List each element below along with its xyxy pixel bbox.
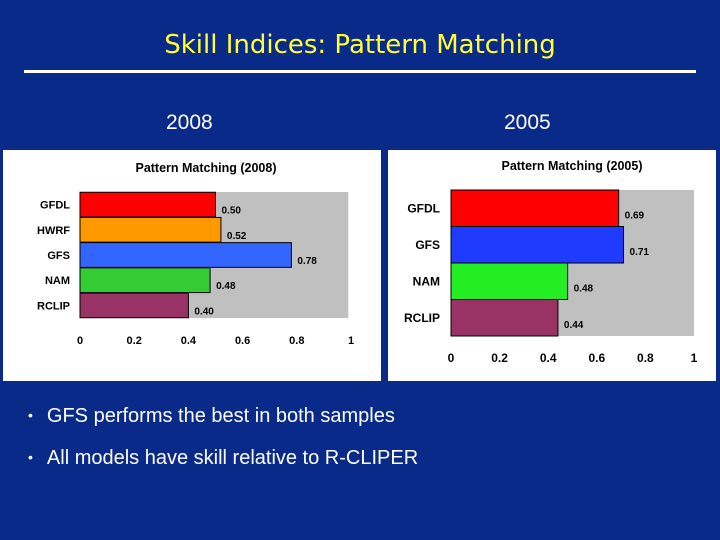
category-label: GFS <box>415 238 440 252</box>
category-label: GFS <box>47 250 70 262</box>
category-label: GFDL <box>407 202 440 216</box>
data-label: 0.48 <box>216 281 236 292</box>
x-tick-label: 0.8 <box>637 351 654 365</box>
bar-nam <box>79 267 211 294</box>
x-tick-label: 0.6 <box>588 351 605 365</box>
bullet-item: • GFS performs the best in both samples <box>28 405 418 428</box>
data-label: 0.48 <box>574 284 594 295</box>
category-label: RCLIP <box>37 300 70 312</box>
bullet-dot-icon: • <box>28 449 33 465</box>
bar-gfdl <box>79 191 216 218</box>
bullet-item: • All models have skill relative to R-CLI… <box>28 447 418 470</box>
category-label: NAM <box>413 275 440 289</box>
title-rule <box>24 70 696 73</box>
category-label: HWRF <box>37 225 70 237</box>
data-label: 0.71 <box>630 247 650 258</box>
chart-title: Pattern Matching (2005) <box>501 159 642 173</box>
x-tick-label: 0.2 <box>491 351 508 365</box>
x-tick-label: 1 <box>691 351 698 365</box>
data-label: 0.69 <box>625 211 645 222</box>
category-label: NAM <box>45 275 70 287</box>
x-tick-label: 0.6 <box>235 335 250 347</box>
data-label: 0.40 <box>194 306 214 317</box>
x-tick-label: 1 <box>348 335 354 347</box>
category-label: GFDL <box>40 200 70 212</box>
chart-2008: Pattern Matching (2008) GFDL 0.50 HWRF 0.52… <box>37 161 354 347</box>
bar-gfdl <box>450 189 620 227</box>
x-tick-label: 0 <box>77 335 83 347</box>
bullet-text: GFS performs the best in both samples <box>46 405 395 427</box>
data-label: 0.78 <box>297 256 317 267</box>
label-year-right: 2005 <box>504 111 551 134</box>
category-label: RCLIP <box>404 311 440 325</box>
chart-2005-panel: Pattern Matching (2005) GFDL 0.69 GFS 0.71 N… <box>388 150 716 381</box>
slide-title: Skill Indices: Pattern Matching <box>164 30 556 60</box>
bar-rclip <box>79 292 189 319</box>
bullet-dot-icon: • <box>28 407 33 423</box>
x-tick-label: 0.4 <box>540 351 557 365</box>
x-tick-label: 0.4 <box>181 335 197 347</box>
bar-gfs <box>450 226 625 264</box>
data-label: 0.44 <box>564 320 584 331</box>
chart-2005: Pattern Matching (2005) GFDL 0.69 GFS 0.71 N… <box>404 159 698 365</box>
bullet-text: All models have skill relative to R-CLIP… <box>46 447 419 469</box>
data-label: 0.52 <box>227 231 247 242</box>
x-tick-label: 0.2 <box>127 335 142 347</box>
chart-title: Pattern Matching (2008) <box>135 161 276 175</box>
bullet-list: • GFS performs the best in both samples •… <box>28 405 418 489</box>
bar-hwrf <box>79 216 222 243</box>
x-tick-label: 0 <box>448 351 455 365</box>
bar-rclip <box>450 299 559 337</box>
bar-nam <box>450 262 569 300</box>
chart-2008-panel: Pattern Matching (2008) GFDL 0.50 HWRF 0.52… <box>3 150 381 381</box>
data-label: 0.50 <box>222 206 242 217</box>
bar-gfs <box>79 242 292 268</box>
x-tick-label: 0.8 <box>289 335 304 347</box>
label-year-left: 2008 <box>166 111 213 134</box>
